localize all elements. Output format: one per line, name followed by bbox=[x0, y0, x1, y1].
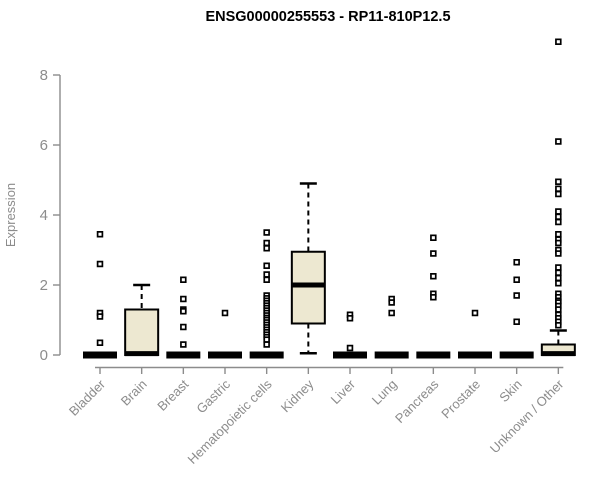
outlier-point bbox=[471, 309, 479, 317]
boxplot-bladder bbox=[83, 231, 117, 359]
boxplot-prostate bbox=[458, 309, 493, 359]
boxplot-lung bbox=[374, 295, 409, 359]
outlier-point bbox=[555, 218, 562, 226]
outlier-point bbox=[555, 250, 562, 257]
outlier-point bbox=[513, 259, 520, 266]
box-iqr bbox=[124, 308, 160, 356]
outlier-point bbox=[430, 294, 437, 301]
outlier-point bbox=[555, 269, 562, 277]
x-category-label-liver: Liver bbox=[328, 376, 359, 407]
x-category-label-prostate: Prostate bbox=[438, 377, 483, 422]
boxplot-pancreas bbox=[416, 234, 451, 359]
x-category-label-lung: Lung bbox=[369, 377, 400, 408]
outlier-point bbox=[555, 138, 562, 145]
outlier-point bbox=[180, 276, 187, 284]
y-tick-label: 4 bbox=[40, 207, 48, 224]
outlier-point bbox=[96, 313, 104, 320]
outlier-point bbox=[346, 315, 354, 322]
outlier-point bbox=[388, 299, 395, 306]
outlier-point bbox=[263, 262, 270, 270]
boxplot-unknown-other bbox=[540, 38, 576, 357]
outlier-point bbox=[555, 274, 562, 282]
outlier-point bbox=[180, 295, 187, 303]
outlier-point bbox=[96, 260, 104, 268]
y-tick-label: 8 bbox=[40, 67, 48, 84]
outlier-point bbox=[263, 239, 270, 247]
outlier-point bbox=[555, 306, 562, 313]
y-axis-label: Expression bbox=[3, 183, 18, 247]
y-tick-label: 2 bbox=[40, 277, 48, 294]
x-category-label-skin: Skin bbox=[496, 377, 524, 405]
outlier-point bbox=[513, 276, 520, 284]
chart-title: ENSG00000255553 - RP11-810P12.5 bbox=[205, 9, 450, 25]
boxplot-breast bbox=[166, 276, 201, 359]
x-category-label-brain: Brain bbox=[118, 377, 150, 409]
outlier-point bbox=[180, 323, 187, 331]
outlier-point bbox=[555, 208, 562, 215]
outlier-point bbox=[430, 250, 437, 257]
box-series bbox=[83, 38, 576, 359]
boxplot-liver bbox=[333, 311, 368, 359]
outlier-point bbox=[555, 231, 562, 238]
outlier-point bbox=[555, 280, 562, 287]
x-category-label-gastric: Gastric bbox=[193, 376, 233, 416]
outlier-point bbox=[555, 190, 562, 198]
boxplot-gastric bbox=[208, 309, 243, 359]
y-tick-label: 0 bbox=[40, 347, 48, 364]
outlier-point bbox=[555, 239, 562, 247]
x-category-label-unknown-other: Unknown / Other bbox=[487, 376, 567, 456]
outlier-point bbox=[513, 318, 520, 326]
y-tick-label: 6 bbox=[40, 137, 48, 154]
outlier-point bbox=[555, 322, 562, 329]
outlier-point bbox=[555, 213, 562, 221]
outlier-point bbox=[180, 341, 187, 348]
outlier-point bbox=[263, 341, 270, 348]
outlier-point bbox=[180, 308, 187, 315]
x-category-label-bladder: Bladder bbox=[66, 376, 109, 419]
outlier-point bbox=[263, 276, 270, 284]
boxplot-hematopoietic-cells bbox=[249, 229, 284, 359]
outlier-point bbox=[430, 234, 437, 242]
boxplot-skin bbox=[499, 259, 534, 359]
outlier-point bbox=[555, 264, 562, 271]
outlier-point bbox=[513, 292, 520, 299]
boxplot-brain bbox=[124, 283, 160, 357]
box-iqr bbox=[290, 250, 326, 325]
x-category-label-kidney: Kidney bbox=[278, 376, 317, 415]
outlier-point bbox=[555, 38, 562, 45]
outlier-point bbox=[346, 344, 354, 352]
outlier-point bbox=[388, 309, 395, 317]
outlier-point bbox=[263, 229, 270, 236]
outlier-point bbox=[221, 309, 229, 317]
boxplot-kidney bbox=[290, 182, 326, 355]
outlier-point bbox=[430, 273, 437, 280]
x-category-label-pancreas: Pancreas bbox=[392, 376, 442, 426]
outlier-point bbox=[96, 339, 104, 347]
outlier-point bbox=[263, 271, 270, 278]
outlier-point bbox=[555, 185, 562, 193]
outlier-point bbox=[96, 231, 104, 238]
x-category-label-breast: Breast bbox=[154, 376, 191, 413]
outlier-point bbox=[263, 245, 270, 252]
outlier-point bbox=[555, 178, 562, 186]
